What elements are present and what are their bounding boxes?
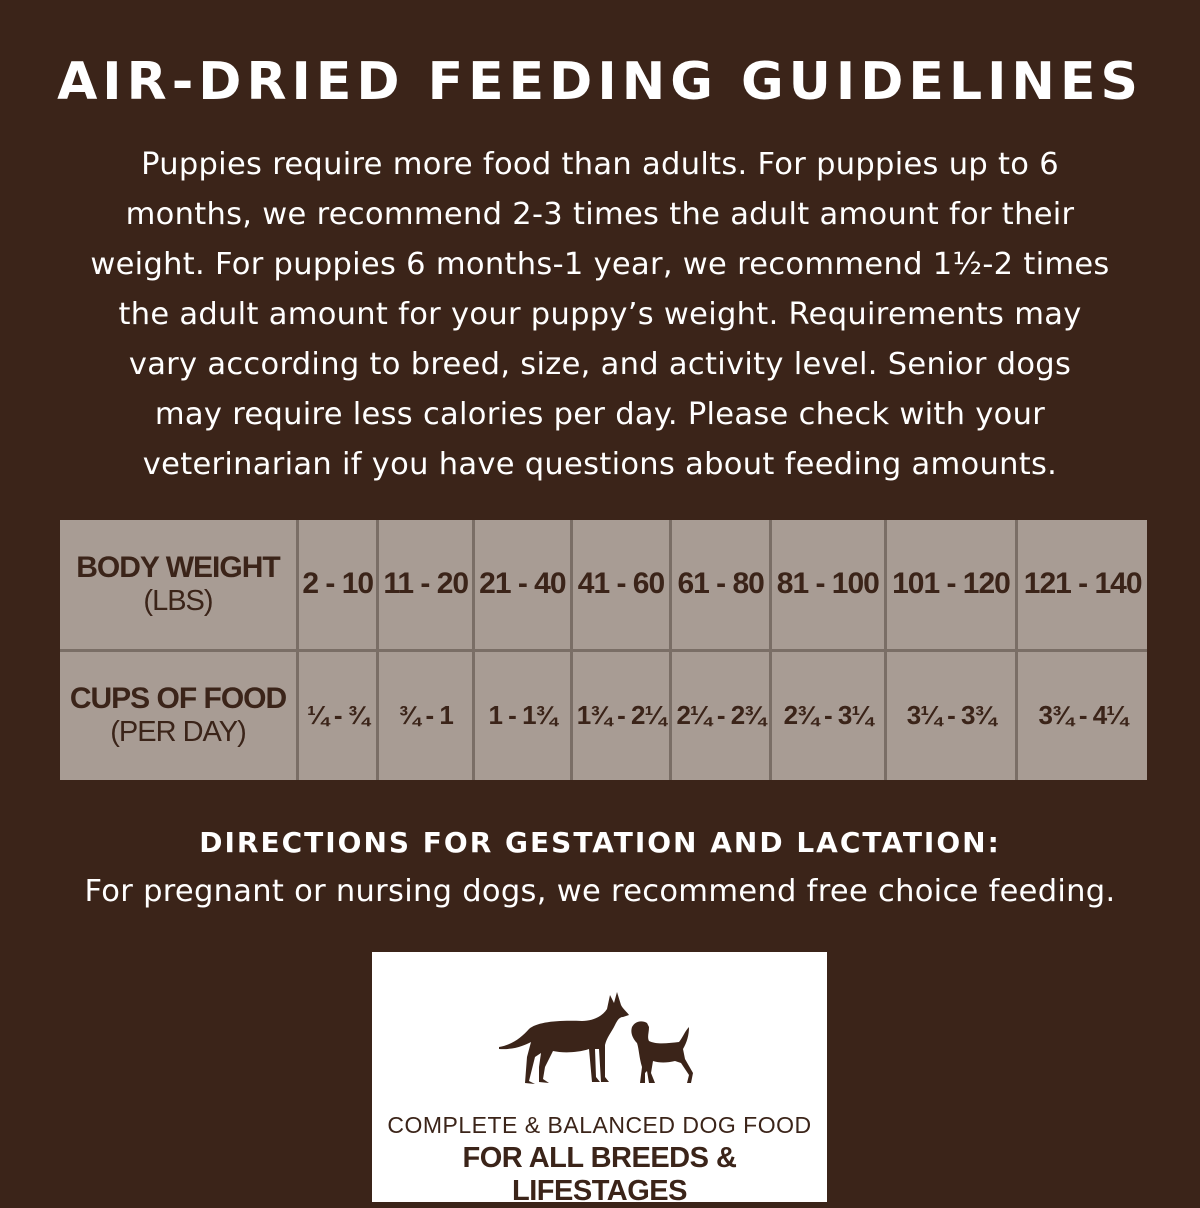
cups-cell: 3¼ - 3¾ — [883, 648, 1019, 780]
intro-line: months, we recommend 2-3 times the adult… — [125, 197, 1075, 232]
row-header-weight: BODY WEIGHT (LBS) — [60, 520, 299, 652]
weight-cell: 81 - 100 — [769, 520, 887, 652]
cups-cell: 1 - 1¾ — [472, 648, 573, 780]
badge-line-2: FOR ALL BREEDS & LIFESTAGES — [462, 1142, 737, 1207]
row-label: BODY WEIGHT — [76, 550, 280, 584]
row-header-cups: CUPS OF FOOD (PER DAY) — [60, 648, 299, 780]
cups-cell: 3¾ - 4¼ — [1015, 648, 1147, 780]
intro-line: Puppies require more food than adults. F… — [141, 147, 1059, 182]
weight-cell: 11 - 20 — [376, 520, 476, 652]
lifestage-badge: COMPLETE & BALANCED DOG FOOD FOR ALL BRE… — [372, 952, 827, 1207]
weight-cell: 2 - 10 — [295, 520, 380, 652]
weight-cell: 21 - 40 — [472, 520, 573, 652]
cups-cell: 2¼ - 2¾ — [669, 648, 772, 780]
cups-cell: ¼ - ¾ — [295, 648, 380, 780]
table-row-cups: CUPS OF FOOD (PER DAY) ¼ - ¾ ¾ - 1 1 - 1… — [60, 648, 1147, 780]
row-label: CUPS OF FOOD — [69, 682, 287, 716]
cups-cell: ¾ - 1 — [376, 648, 476, 780]
intro-line: the adult amount for your puppy’s weight… — [118, 297, 1082, 332]
weight-cell: 41 - 60 — [569, 520, 673, 652]
intro-line: weight. For puppies 6 months-1 year, we … — [90, 247, 1110, 282]
feeding-table: BODY WEIGHT (LBS) 2 - 10 11 - 20 21 - 40… — [60, 520, 1147, 780]
intro-line: may require less calories per day. Pleas… — [154, 397, 1046, 432]
directions-text: For pregnant or nursing dogs, we recomme… — [84, 874, 1116, 909]
table-row-weight: BODY WEIGHT (LBS) 2 - 10 11 - 20 21 - 40… — [60, 520, 1147, 652]
dogs-icon — [499, 992, 693, 1084]
intro-line: vary according to breed, size, and activ… — [128, 347, 1072, 382]
badge-line-1: COMPLETE & BALANCED DOG FOOD — [387, 1112, 812, 1138]
weight-cell: 121 - 140 — [1015, 520, 1147, 652]
intro-line: veterinarian if you have questions about… — [142, 447, 1058, 482]
intro-paragraph: Puppies require more food than adults. F… — [0, 140, 1200, 490]
row-unit: (LBS) — [143, 584, 213, 617]
directions-heading: DIRECTIONS FOR GESTATION AND LACTATION: — [199, 826, 1001, 859]
page-title: AIR-DRIED FEEDING GUIDELINES — [57, 52, 1143, 112]
weight-cell: 61 - 80 — [669, 520, 772, 652]
row-unit: (PER DAY) — [110, 716, 246, 749]
weight-cell: 101 - 120 — [883, 520, 1019, 652]
cups-cell: 1¾ - 2¼ — [569, 648, 673, 780]
cups-cell: 2¾ - 3¼ — [769, 648, 887, 780]
